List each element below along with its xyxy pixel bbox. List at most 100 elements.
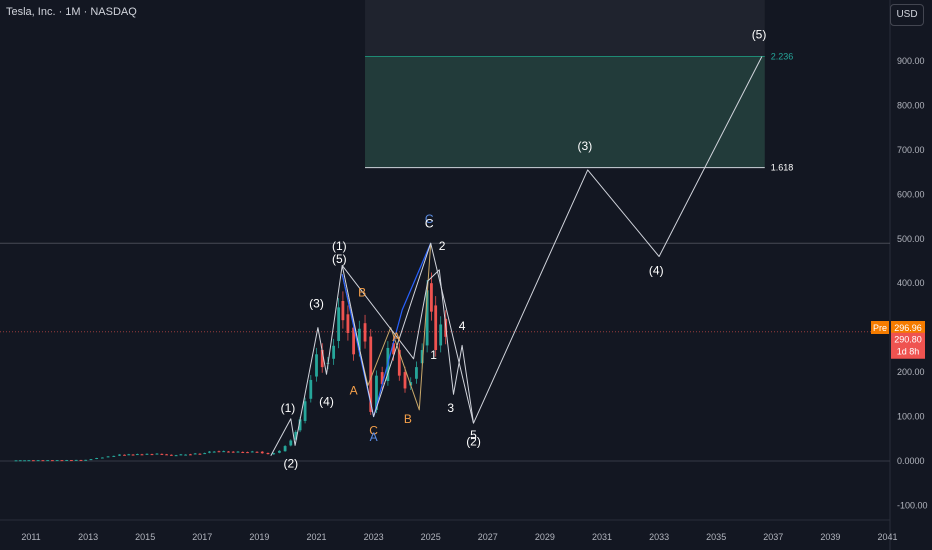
- wave-label: B: [404, 412, 412, 426]
- candle: [357, 328, 361, 350]
- y-tick-label: 800.00: [897, 100, 925, 110]
- wave-label: A: [392, 330, 400, 344]
- pre-price-badge: [891, 321, 925, 335]
- candle: [369, 336, 373, 412]
- grid: [0, 0, 891, 550]
- candle: [315, 354, 318, 377]
- wave-label: (3): [309, 297, 324, 311]
- y-tick-label: -100.00: [897, 500, 928, 510]
- currency-button[interactable]: USD: [890, 4, 924, 26]
- candle: [375, 375, 378, 410]
- candle: [79, 459, 83, 461]
- x-tick-label: 2039: [820, 532, 840, 542]
- candle: [352, 327, 356, 355]
- candle: [89, 459, 93, 461]
- candle: [27, 460, 31, 462]
- x-tick-label: 2041: [877, 532, 897, 542]
- candle: [179, 454, 183, 456]
- candle: [222, 451, 226, 453]
- candle: [155, 453, 159, 455]
- wave-label: C: [369, 423, 378, 437]
- candle: [193, 453, 197, 455]
- symbol-title: Tesla, Inc. · 1M · NASDAQ: [6, 6, 137, 18]
- y-tick-label: 500.00: [897, 234, 925, 244]
- wave-label: (3): [578, 139, 593, 153]
- elliott-wave-main-line: [270, 56, 763, 456]
- x-tick-label: 2021: [306, 532, 326, 542]
- candle: [420, 350, 424, 364]
- candle: [337, 307, 341, 341]
- wave-label: 4: [459, 319, 466, 333]
- candle: [294, 431, 298, 440]
- candle: [246, 452, 249, 454]
- candle: [84, 459, 88, 461]
- candle: [255, 451, 259, 453]
- wave-label: (4): [319, 394, 334, 408]
- candle: [363, 323, 367, 342]
- candle: [160, 453, 164, 455]
- y-tick-label: 600.00: [897, 189, 925, 199]
- candle: [309, 379, 313, 399]
- candle: [198, 453, 202, 455]
- candle: [277, 450, 281, 453]
- y-tick-label: 400.00: [897, 278, 925, 288]
- wave-label: 2: [439, 239, 446, 253]
- candle: [174, 455, 178, 457]
- elliott-wave-sub-line: [341, 265, 474, 424]
- candle: [227, 451, 230, 453]
- candle: [415, 367, 418, 379]
- price-badges: Pre 296.96 290.80 1d 8h: [871, 321, 925, 359]
- wave-label: A: [370, 430, 378, 444]
- candle: [55, 460, 59, 462]
- last-price-badge: [891, 332, 925, 359]
- pre-badge-label: Pre: [873, 323, 887, 333]
- y-tick-label: 900.00: [897, 56, 925, 66]
- y-tick-label: 200.00: [897, 367, 925, 377]
- candle: [74, 459, 78, 461]
- x-tick-label: 2027: [478, 532, 498, 542]
- candle: [341, 300, 345, 321]
- candle: [123, 454, 126, 456]
- candle: [112, 455, 116, 457]
- candle: [425, 290, 429, 346]
- candle: [95, 457, 99, 459]
- zone-box: [365, 56, 765, 168]
- candle: [106, 456, 110, 458]
- fib-level-label: 1.618: [771, 163, 794, 173]
- candle: [23, 460, 26, 462]
- candle: [241, 451, 245, 453]
- candle: [236, 451, 240, 453]
- candle: [165, 454, 169, 456]
- x-tick-label: 2011: [21, 532, 40, 542]
- candle: [65, 459, 69, 461]
- wave-label: C: [425, 212, 434, 226]
- y-tick-label: 700.00: [897, 145, 925, 155]
- wave-label: (5): [332, 252, 347, 266]
- candles: [14, 272, 448, 462]
- candle: [140, 454, 144, 456]
- wave-label: (4): [649, 263, 664, 277]
- candle: [189, 454, 192, 456]
- candle: [100, 457, 104, 459]
- x-tick-label: 2015: [135, 532, 155, 542]
- candle: [203, 453, 207, 455]
- candle: [51, 460, 54, 462]
- candle: [266, 452, 270, 455]
- wave-label: 3: [447, 401, 454, 415]
- y-tick-label: 0.0000: [897, 456, 925, 466]
- x-tick-label: 2013: [78, 532, 98, 542]
- candle: [346, 314, 350, 333]
- candle: [250, 451, 254, 453]
- candle: [184, 454, 188, 456]
- pre-price-value: 296.96: [894, 323, 922, 333]
- x-tick-label: 2033: [649, 532, 669, 542]
- candle: [70, 460, 73, 462]
- candle: [380, 372, 384, 385]
- x-tick-label: 2023: [364, 532, 384, 542]
- x-tick-label: 2035: [706, 532, 726, 542]
- candle: [332, 345, 336, 359]
- last-price-value: 290.80: [894, 335, 922, 345]
- candle: [289, 440, 293, 446]
